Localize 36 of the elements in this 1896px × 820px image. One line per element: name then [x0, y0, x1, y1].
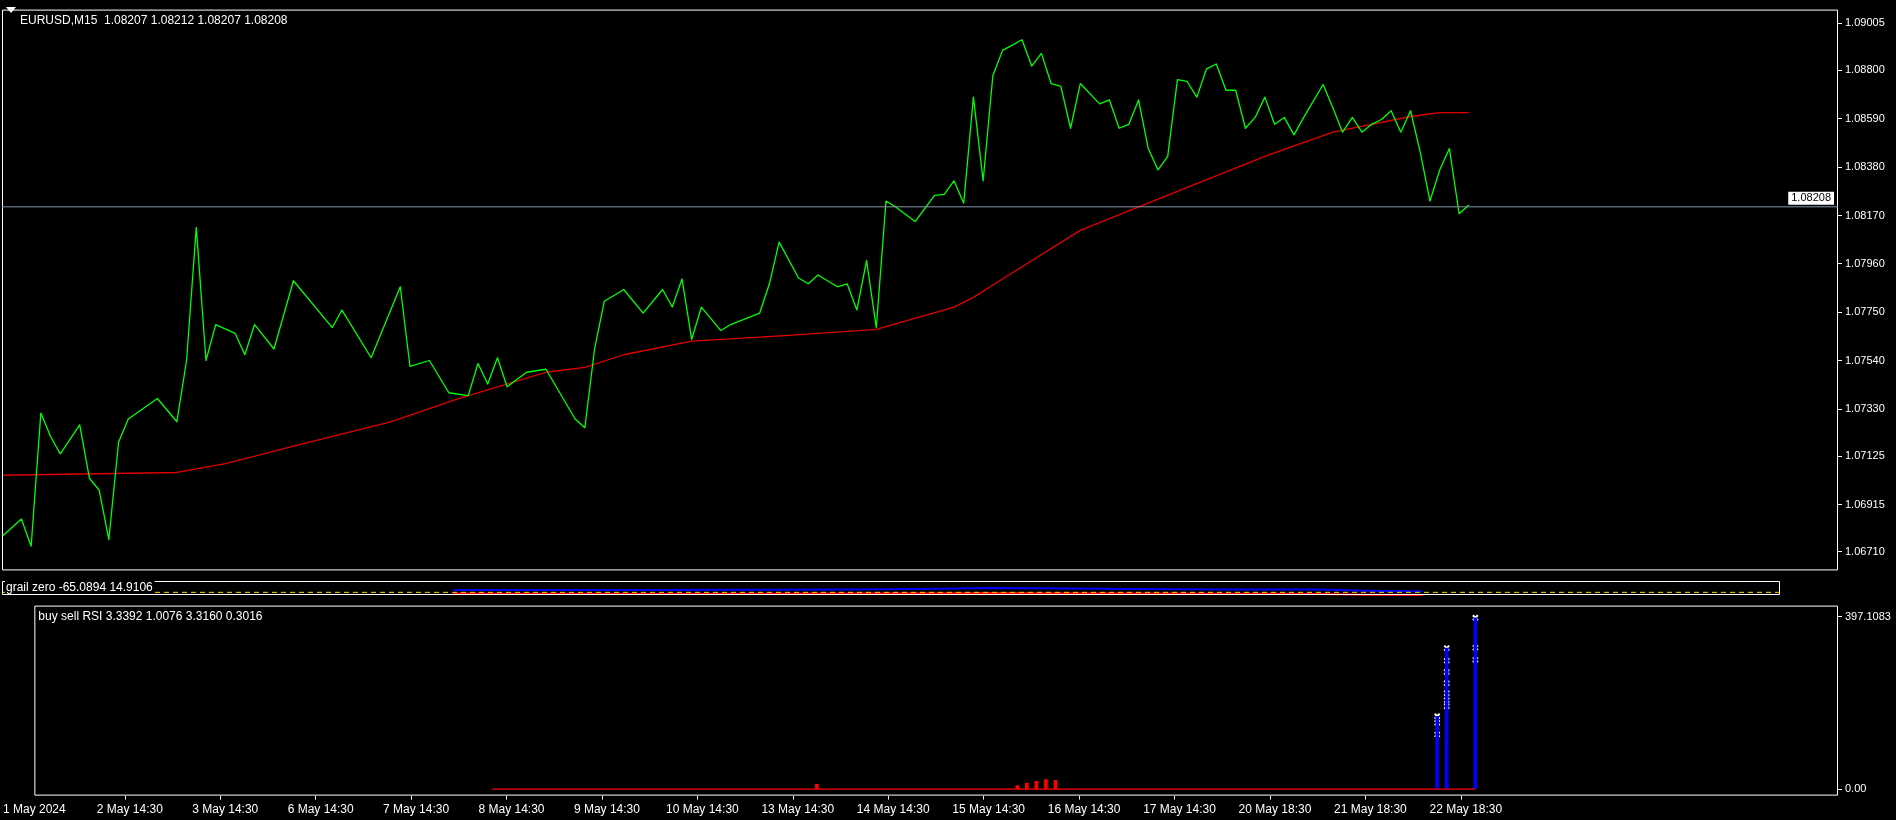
x-tick-label: 9 May 14:30	[573, 802, 641, 817]
x-tick-label: 20 May 18:30	[1238, 802, 1312, 817]
y-tick-label: 1.09005	[1845, 16, 1885, 29]
ref-line-label: 1.08208	[1791, 191, 1831, 204]
x-tick-label: 21 May 18:30	[1334, 802, 1408, 817]
x-tick-label: 3 May 14:30	[192, 802, 259, 817]
y-tick-label: 1.06710	[1845, 545, 1885, 557]
chart-title: grail zero -65.0894 14.9106	[6, 580, 154, 595]
y-tick-label: 1.07330	[1845, 402, 1885, 415]
y-tick-label: 1.08800	[1845, 63, 1885, 76]
x-tick-label: 15 May 14:30	[952, 802, 1026, 817]
y-tick-label: 1.07125	[1845, 449, 1885, 462]
x-tick-label: 8 May 14:30	[478, 802, 545, 817]
x-tick-label: 16 May 14:30	[1047, 802, 1121, 817]
y-tick-label: 0.00	[1845, 782, 1867, 795]
x-tick-label: 17 May 14:30	[1143, 802, 1217, 817]
x-tick-label: 2 May 14:30	[96, 802, 164, 817]
y-tick-label: 1.08380	[1845, 160, 1885, 173]
x-tick-label: 10 May 14:30	[666, 802, 740, 817]
x-tick-label: 22 May 18:30	[1429, 802, 1503, 817]
bar	[1435, 715, 1440, 789]
y-tick-label: 1.07960	[1845, 257, 1885, 269]
bar	[1444, 647, 1449, 789]
x-tick-label: 1 May 2024	[2, 802, 67, 817]
x-tick-label: 14 May 14:30	[856, 802, 930, 817]
x-tick-label: 6 May 14:30	[287, 802, 354, 817]
x-tick-label: 7 May 14:30	[383, 802, 450, 817]
chart-title: EURUSD,M15 1.08207 1.08212 1.08207 1.08208	[20, 12, 288, 27]
y-tick-label: 1.07750	[1845, 305, 1885, 318]
chart-title: buy sell RSI 3.3392 1.0076 3.3160 0.3016	[38, 608, 263, 623]
x-tick-label: 13 May 14:30	[761, 802, 835, 817]
y-tick-label: 1.06915	[1845, 497, 1885, 510]
y-tick-label: 1.08170	[1845, 208, 1885, 221]
y-tick-label: 1.08590	[1845, 111, 1885, 124]
y-tick-label: 397.1083	[1845, 609, 1891, 622]
y-tick-label: 1.07540	[1845, 353, 1885, 366]
